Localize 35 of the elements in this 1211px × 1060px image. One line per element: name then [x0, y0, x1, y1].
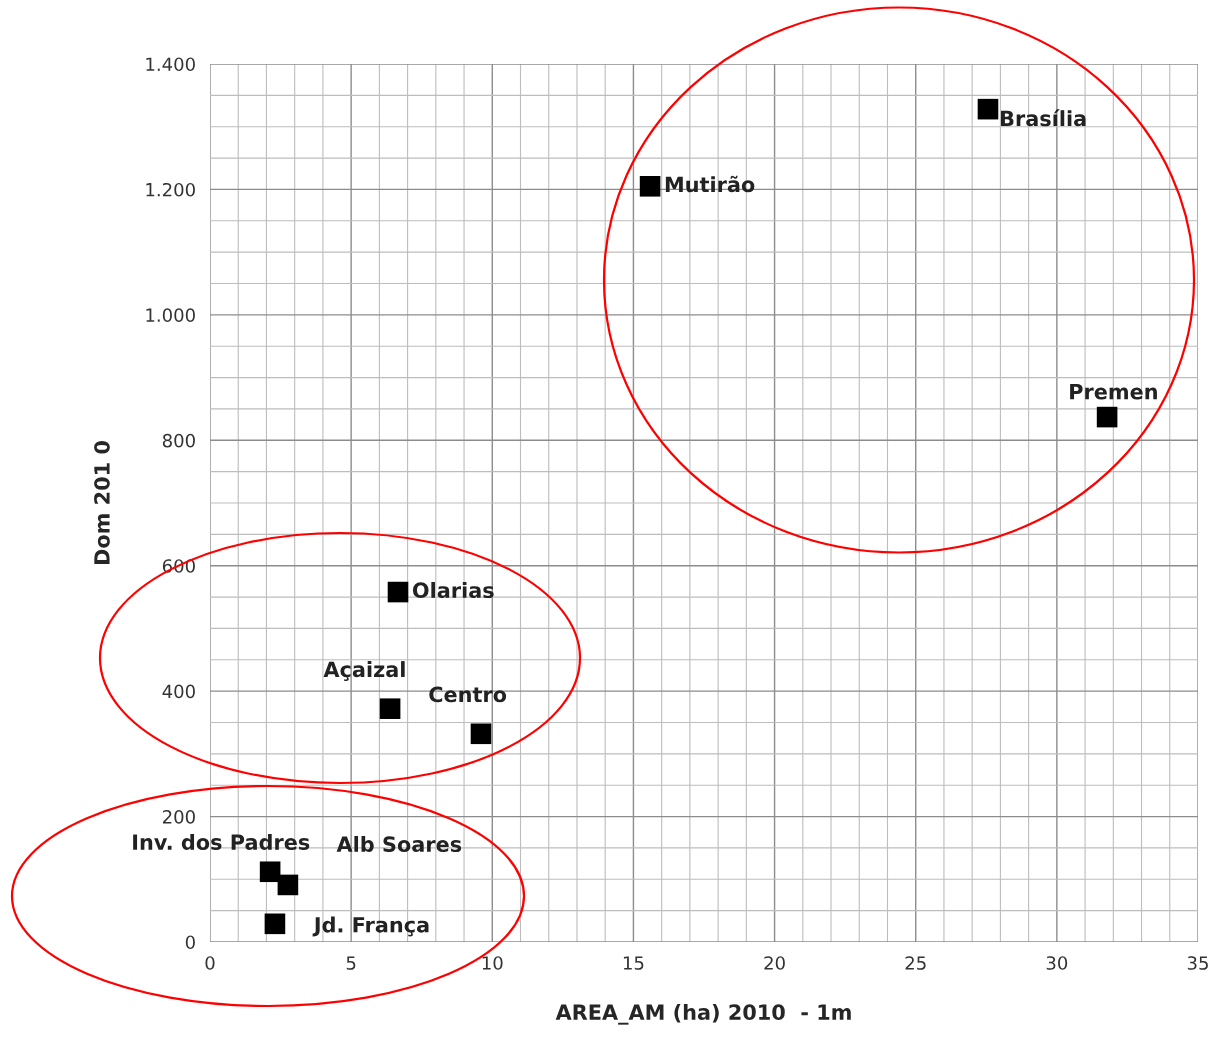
point — [277, 874, 299, 896]
annotation: Alb Soares — [336, 835, 462, 853]
x-tick-label: 10 — [482, 956, 503, 970]
y-axis-title: Dom 201 0 — [94, 441, 110, 564]
point — [259, 861, 281, 883]
annotation: Açaizal — [323, 661, 405, 682]
point — [264, 913, 286, 935]
annotation: Olarias — [412, 581, 494, 599]
annotation: Jd. França — [312, 916, 429, 937]
y-tick-label: 1.000 — [146, 308, 195, 322]
y-tick-label: 0 — [185, 935, 195, 950]
annotation: Mutirão — [665, 175, 755, 193]
x-tick-label: 0 — [205, 956, 215, 970]
x-axis-title: AREA_AM (ha) 2010 - 1m — [555, 1003, 851, 1025]
annotation: Inv. dos Padres — [133, 833, 310, 851]
x-tick-label: 25 — [905, 956, 926, 970]
x-tick-label: 15 — [623, 956, 644, 970]
x-tick-label: 20 — [764, 956, 785, 970]
point — [379, 698, 401, 719]
point — [470, 723, 492, 745]
point — [639, 175, 661, 197]
y-tick-label: 1.400 — [146, 57, 195, 72]
annotation: Premen — [1070, 384, 1157, 400]
y-tick-label: 800 — [162, 433, 195, 448]
y-tick-label: 400 — [162, 684, 195, 699]
y-tick-label: 200 — [162, 810, 195, 824]
x-tick-label: 30 — [1046, 956, 1068, 970]
annotation: Brasília — [1001, 109, 1086, 127]
annotation: Centro — [429, 686, 507, 703]
x-tick-label: 5 — [346, 956, 356, 970]
point — [1096, 406, 1118, 428]
point — [387, 581, 409, 603]
x-tick-label: 35 — [1187, 956, 1208, 970]
point — [977, 98, 999, 120]
y-tick-label: 1.200 — [146, 182, 195, 197]
